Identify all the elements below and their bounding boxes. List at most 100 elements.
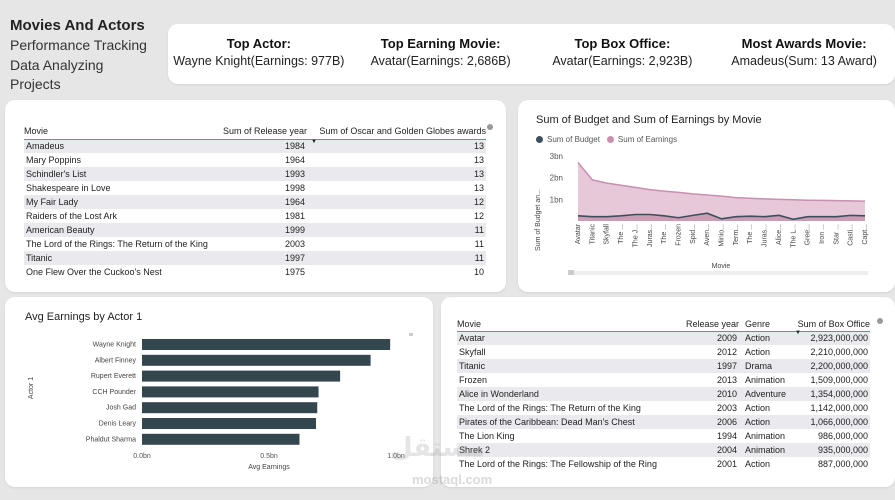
table-row[interactable]: The Lord of the Rings: The Return of the… xyxy=(457,401,870,415)
x-tick-label: 1.0bn xyxy=(387,453,405,460)
bar[interactable] xyxy=(142,402,318,414)
x-tick-label: The ... xyxy=(747,224,754,244)
x-tick-label: Aven... xyxy=(704,224,711,246)
bar[interactable] xyxy=(142,354,371,366)
table-row[interactable]: Titanic 1997 11 xyxy=(24,251,486,265)
column-header-genre[interactable]: Genre xyxy=(739,317,791,332)
table-cell: 1,066,000,000 xyxy=(791,415,870,429)
table-row[interactable]: Amadeus 1984 13 xyxy=(24,139,486,153)
x-axis-label: Movie xyxy=(712,263,731,270)
kpi-most-awards-movie[interactable]: Most Awards Movie: Amadeus(Sum: 13 Award… xyxy=(713,24,895,84)
table-cell: My Fair Lady xyxy=(24,195,219,209)
table-cell: Amadeus xyxy=(24,139,219,153)
x-axis-label: Avg Earnings xyxy=(248,464,290,471)
table-cell: 2010 xyxy=(679,387,739,401)
kpi-top-actor[interactable]: Top Actor: Wayne Knight(Earnings: 977B) xyxy=(168,24,350,84)
kpi-value: Wayne Knight(Earnings: 977B) xyxy=(173,54,345,68)
kpi-top-earning-movie[interactable]: Top Earning Movie: Avatar(Earnings: 2,68… xyxy=(350,24,532,84)
table-cell: Animation xyxy=(745,375,786,385)
awards-table[interactable]: Movie Sum of Release year Sum of Oscar a… xyxy=(24,122,486,279)
x-tick-label: Minio... xyxy=(719,224,726,247)
column-header-awards[interactable]: Sum of Oscar and Golden Globes awards ▼ xyxy=(307,122,486,145)
table-cell: 1997 xyxy=(219,251,307,265)
table-row[interactable]: Pirates of the Caribbean: Dead Man's Che… xyxy=(457,415,870,429)
bar[interactable] xyxy=(142,433,300,445)
table-cell: 1984 xyxy=(219,139,307,153)
bar[interactable] xyxy=(142,339,391,350)
table-cell: Adventure xyxy=(739,387,791,401)
table-cell: 12 xyxy=(473,211,484,221)
bar[interactable] xyxy=(142,370,341,382)
table-cell: 13 xyxy=(307,167,486,181)
table-cell: 2,210,000,000 xyxy=(810,347,868,357)
scrollbar-handle[interactable] xyxy=(487,124,493,130)
table-cell: 1964 xyxy=(284,155,305,165)
table-cell: American Beauty xyxy=(24,223,219,237)
report-subtitle-line: Performance Tracking xyxy=(10,37,147,53)
table-cell: One Flew Over the Cuckoo's Nest xyxy=(26,267,162,277)
column-header-awards-label: Sum of Oscar and Golden Globes awards xyxy=(319,125,486,136)
table-row[interactable]: The Lord of the Rings: The Return of the… xyxy=(24,237,486,251)
table-cell: 1964 xyxy=(219,195,307,209)
watermark-arabic: مستقل xyxy=(390,432,486,462)
column-header-release-year[interactable]: Sum of Release year xyxy=(219,122,307,140)
table-row[interactable]: Raiders of the Lost Ark 1981 12 xyxy=(24,209,486,223)
bar[interactable] xyxy=(142,386,319,398)
table-row[interactable]: Avatar 2009 Action 2,923,000,000 xyxy=(457,331,870,345)
column-header-release-year[interactable]: Release year xyxy=(679,317,739,332)
table-row[interactable]: American Beauty 1999 11 xyxy=(24,223,486,237)
table-cell: 13 xyxy=(473,183,484,193)
table-cell: Mary Poppins xyxy=(26,155,82,165)
budget-earnings-chart-card[interactable]: Sum of Budget and Sum of Earnings by Mov… xyxy=(518,100,895,292)
table-row[interactable]: The Lion King 1994 Animation 986,000,000 xyxy=(457,429,870,443)
table-row[interactable]: Shakespeare in Love 1998 13 xyxy=(24,181,486,195)
column-header-movie[interactable]: Movie xyxy=(457,317,679,332)
bar[interactable] xyxy=(142,418,316,429)
awards-table-card[interactable]: Movie Sum of Release year Sum of Oscar a… xyxy=(5,100,506,292)
table-cell: 887,000,000 xyxy=(817,459,868,469)
horizontal-scrollbar[interactable] xyxy=(568,271,868,275)
earnings-line[interactable] xyxy=(577,162,866,202)
table-row[interactable]: Titanic 1997 Drama 2,200,000,000 xyxy=(457,359,870,373)
table-row[interactable]: My Fair Lady 1964 12 xyxy=(24,195,486,209)
table-cell: 2012 xyxy=(716,347,737,357)
earnings-area[interactable] xyxy=(578,162,865,222)
table-row[interactable]: Alice in Wonderland 2010 Adventure 1,354,00… xyxy=(457,387,870,401)
awards-table-body: Amadeus 1984 13 Mary Poppins 1964 13 Schindler… xyxy=(24,139,486,279)
table-cell: 986,000,000 xyxy=(817,431,868,441)
column-header-movie[interactable]: Movie xyxy=(24,122,219,140)
table-cell: 2,923,000,000 xyxy=(791,331,870,345)
table-row[interactable]: Shrek 2 2004 Animation 935,000,000 xyxy=(457,443,870,457)
table-cell: 11 xyxy=(474,239,484,249)
table-cell: Schindler's List xyxy=(24,167,219,181)
table-row[interactable]: The Lord of the Rings: The Fellowship of… xyxy=(457,457,870,471)
report-subtitle-line: Data Analyzing xyxy=(10,56,104,73)
table-cell: 13 xyxy=(307,139,486,153)
table-cell: The Lord of the Rings: The Return of the… xyxy=(26,239,208,249)
kpi-top-box-office[interactable]: Top Box Office: Avatar(Earnings: 2,923B) xyxy=(532,24,714,84)
chart-title: Avg Earnings by Actor 1 xyxy=(25,311,143,323)
avg-earnings-chart-card[interactable]: Avg Earnings by Actor 1 Wayne Knight Albe… xyxy=(5,297,433,487)
scrollbar-handle[interactable] xyxy=(409,333,413,336)
table-row[interactable]: Frozen 2013 Animation 1,509,000,000 xyxy=(457,373,870,387)
column-header-box-office[interactable]: Sum of Box Office ▼ xyxy=(791,317,870,336)
table-row[interactable]: One Flew Over the Cuckoo's Nest 1975 10 xyxy=(24,265,486,279)
chart-title: Sum of Budget and Sum of Earnings by Mov… xyxy=(536,114,762,126)
table-row[interactable]: Mary Poppins 1964 13 xyxy=(24,153,486,167)
box-office-table-card[interactable]: Movie Release year Genre Sum of Box Offi… xyxy=(441,297,895,487)
scrollbar-handle[interactable] xyxy=(568,270,574,275)
table-cell: 1999 xyxy=(219,223,307,237)
table-cell: 2006 xyxy=(679,415,739,429)
kpi-card[interactable]: Top Actor: Wayne Knight(Earnings: 977B) … xyxy=(168,24,895,84)
avg-earnings-bar-chart[interactable]: Wayne Knight Albert Finney Rupert Everett C… xyxy=(5,297,433,487)
table-row[interactable]: Schindler's List 1993 13 xyxy=(24,167,486,181)
table-cell: 1,354,000,000 xyxy=(791,387,870,401)
box-office-table[interactable]: Movie Release year Genre Sum of Box Offi… xyxy=(457,317,870,471)
kpi-value: Amadeus(Sum: 13 Award) xyxy=(731,54,877,68)
budget-line[interactable] xyxy=(577,212,866,221)
budget-earnings-area-chart[interactable]: 1bn 2bn 3bn Sum of Budget an... Avatar Titani… xyxy=(518,100,895,292)
scrollbar-handle[interactable] xyxy=(877,318,883,324)
x-tick-label: Capt... xyxy=(862,224,869,245)
table-cell: Raiders of the Lost Ark xyxy=(26,211,118,221)
table-row[interactable]: Skyfall 2012 Action 2,210,000,000 xyxy=(457,345,870,359)
